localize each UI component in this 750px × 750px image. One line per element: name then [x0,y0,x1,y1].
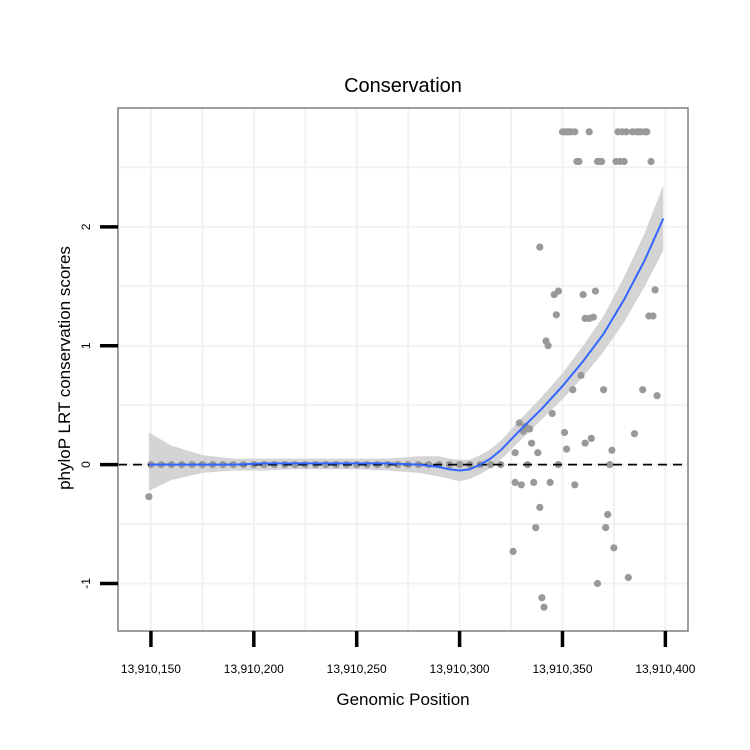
data-point [569,386,577,394]
data-point [456,461,464,469]
data-point [552,311,560,319]
y-axis-label: phyloP LRT conservation scores [55,246,74,490]
chart-title: Conservation [344,75,462,97]
data-point [486,461,495,469]
x-tick-label: 13,910,250 [327,662,387,676]
plot-border [117,107,689,632]
confidence-ribbon-layer [148,185,664,491]
smooth-line-layer [148,218,665,472]
x-tick-label: 13,910,350 [532,662,592,676]
data-point [575,157,583,166]
data-point [651,286,659,294]
x-axis-label: Genomic Position [336,690,469,709]
x-tick-label: 13,910,300 [430,662,490,676]
data-point [585,128,593,136]
data-point [571,481,579,489]
data-point [534,449,542,457]
data-point [571,128,579,136]
data-point [620,157,628,166]
y-axis: -1 0 1 2 [79,223,118,589]
confidence-ribbon [148,185,664,491]
data-point [509,547,517,556]
data-point [530,478,538,486]
data-point [608,446,616,454]
data-point [639,386,647,394]
x-tick-label: 13,910,200 [224,662,284,676]
data-point [540,603,548,611]
data-point [581,439,589,447]
data-point [548,409,556,418]
data-point [587,434,595,442]
x-tick-label: 13,910,150 [121,662,181,676]
y-tick-label: 1 [79,342,93,349]
data-point [653,392,661,400]
y-tick-label: 2 [79,223,93,230]
data-point [600,386,608,394]
data-point [544,342,552,350]
grid-lines [118,108,688,631]
data-point [511,478,519,486]
data-point [622,128,630,136]
data-point [563,445,571,453]
data-point [604,510,612,519]
data-point [515,419,523,427]
data-point [630,430,639,438]
data-point [598,157,606,166]
data-point [532,524,540,532]
data-point [589,313,597,321]
data-point [536,243,544,251]
data-point [643,128,651,136]
data-point [517,481,525,489]
data-point [145,493,153,501]
data-point [538,594,546,602]
data-point [560,428,569,437]
data-point [511,449,519,457]
data-point [591,287,600,295]
x-axis: 13,910,150 13,910,200 13,910,250 13,910,300… [121,631,696,676]
data-point [649,312,657,320]
data-point [647,157,655,166]
y-tick-label: -1 [79,578,93,589]
smooth-fit-line [148,218,665,472]
data-point [579,291,587,299]
data-point [593,579,602,588]
data-point [291,461,299,469]
data-point [536,503,544,511]
x-tick-label: 13,910,400 [635,662,695,676]
data-point [610,544,618,552]
data-point [606,461,614,469]
data-point [624,573,632,582]
data-point [554,287,563,295]
y-tick-label: 0 [79,461,93,468]
data-point [577,371,585,379]
data-point [528,439,536,447]
data-point [602,524,610,532]
data-point [546,478,554,486]
data-point [526,425,534,433]
